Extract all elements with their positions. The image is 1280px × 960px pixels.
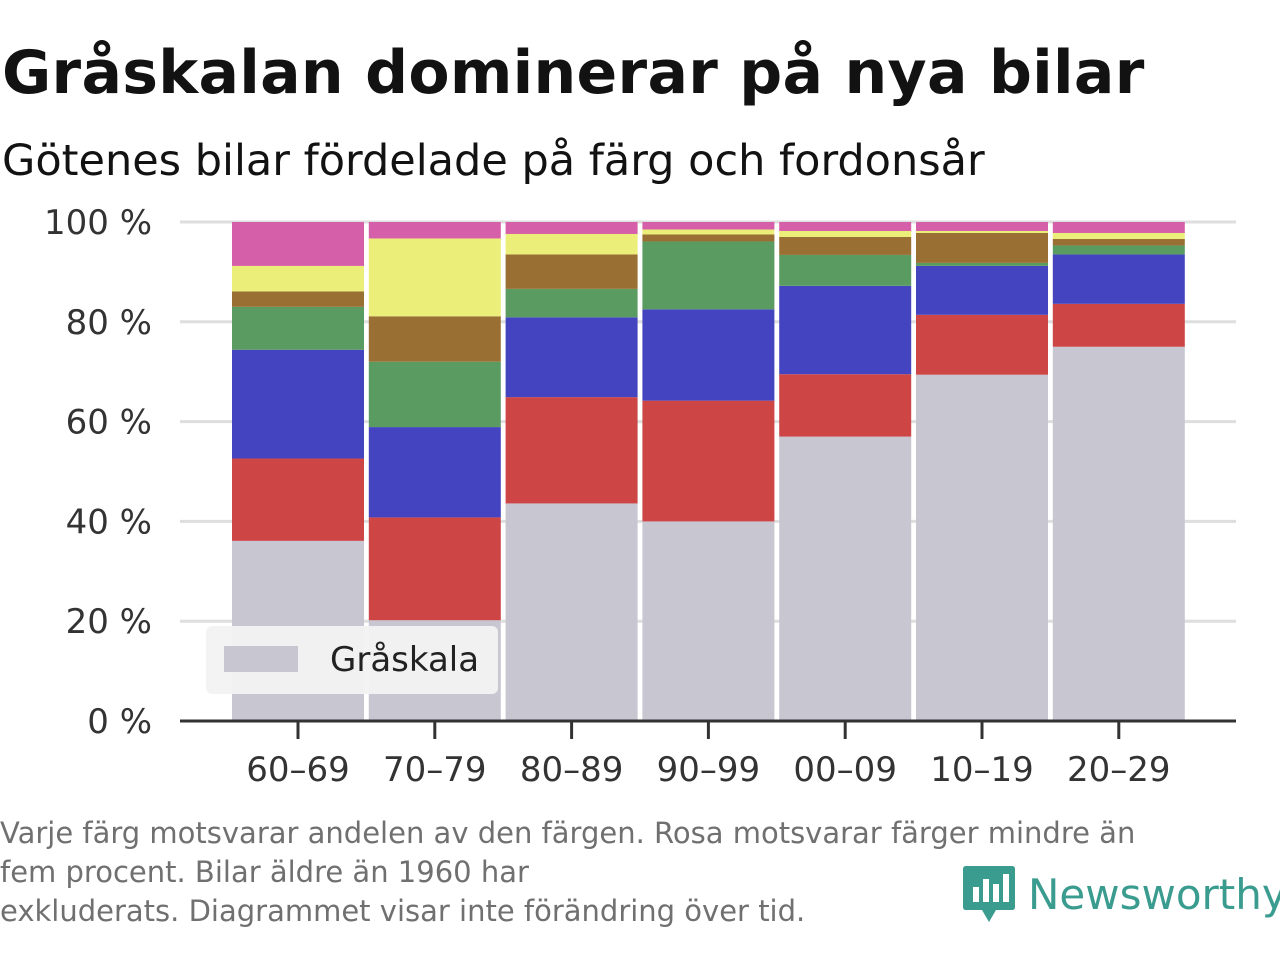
- bar-segment: [368, 517, 501, 621]
- chart-subtitle: Götenes bilar fördelade på färg och ford…: [2, 136, 985, 186]
- bar-segment: [916, 222, 1048, 231]
- x-tick-label: 00–09: [793, 750, 897, 790]
- newsworthy-logo-icon: [963, 866, 1015, 922]
- bar-segment: [1052, 245, 1185, 255]
- x-tick-label: 80–89: [520, 750, 624, 790]
- bar-segment: [779, 222, 912, 231]
- bar-segment: [916, 232, 1048, 263]
- legend-label: Gråskala: [330, 640, 479, 680]
- bar-segment: [642, 241, 775, 310]
- bar-segment: [642, 234, 775, 242]
- x-tick-label: 70–79: [383, 750, 487, 790]
- y-tick-label: 40 %: [66, 502, 152, 542]
- bar-segment: [232, 458, 364, 541]
- newsworthy-brand[interactable]: Newsworthy: [962, 862, 1280, 926]
- bar-segment: [232, 349, 364, 459]
- x-tick-label: 90–99: [657, 750, 761, 790]
- bar-segment: [642, 309, 775, 401]
- bar-segment: [779, 230, 912, 237]
- bar-segment: [505, 397, 638, 504]
- bar-segment: [232, 306, 364, 350]
- bar-segment: [505, 288, 638, 318]
- bar-segment: [1052, 222, 1185, 233]
- bar-segment: [642, 400, 775, 522]
- bar-segment: [368, 238, 501, 317]
- bar-segment: [505, 254, 638, 289]
- footnote-line-1: Varje färg motsvarar andelen av den färg…: [0, 816, 1136, 850]
- x-tick-label: 60–69: [246, 750, 350, 790]
- footnote-line-3: exkluderats. Diagrammet visar inte förän…: [0, 894, 806, 928]
- bar-segment: [916, 314, 1048, 375]
- bar-segment: [505, 503, 638, 721]
- bar-segment: [779, 236, 912, 255]
- bar-segment: [368, 316, 501, 362]
- bar-segment: [779, 436, 912, 721]
- stacked-bar-chart: 0 % 20 % 40 % 60 % 80 % 100 % 60–69 70–79 80–89 9…: [44, 203, 1236, 790]
- legend-box: [206, 626, 498, 694]
- bar-segment: [1052, 254, 1185, 304]
- legend-swatch: [224, 646, 298, 672]
- y-tick-label: 80 %: [66, 303, 152, 343]
- bar-segment: [1052, 346, 1185, 721]
- bar-segment: [642, 222, 775, 230]
- bar-segment: [1052, 238, 1185, 246]
- bar-segment: [779, 254, 912, 286]
- bar-segment: [779, 285, 912, 375]
- bar-segment: [505, 222, 638, 234]
- footnote-line-2: fem procent. Bilar äldre än 1960 har: [0, 855, 529, 889]
- bar-segment: [642, 229, 775, 235]
- bar-segment: [368, 427, 501, 518]
- bar-segment: [368, 222, 501, 239]
- x-tick-label: 20–29: [1067, 750, 1171, 790]
- bar-segment: [232, 265, 364, 292]
- bar-segment: [916, 262, 1048, 266]
- bar-segment: [1052, 232, 1185, 239]
- chart-title: Gråskalan dominerar på nya bilar: [2, 38, 1145, 108]
- bar-segment: [505, 317, 638, 398]
- bar-segment: [916, 374, 1048, 721]
- bar-segment: [505, 233, 638, 255]
- footnote: Varje färg motsvarar andelen av den färg…: [0, 814, 1250, 931]
- bar-segment: [232, 291, 364, 307]
- bar-segment: [642, 521, 775, 721]
- bar-segment: [1052, 303, 1185, 347]
- bar-segment: [232, 222, 364, 266]
- y-tick-label: 100 %: [44, 203, 152, 243]
- bar-segment: [916, 265, 1048, 315]
- y-tick-label: 20 %: [66, 602, 152, 642]
- y-tick-label: 60 %: [66, 403, 152, 443]
- bar-segment: [368, 361, 501, 428]
- bar-segment: [779, 374, 912, 437]
- x-tick-label: 10–19: [930, 750, 1034, 790]
- bar-segment: [916, 230, 1048, 233]
- brand-name: Newsworthy: [1028, 869, 1280, 919]
- y-tick-label: 0 %: [87, 702, 152, 742]
